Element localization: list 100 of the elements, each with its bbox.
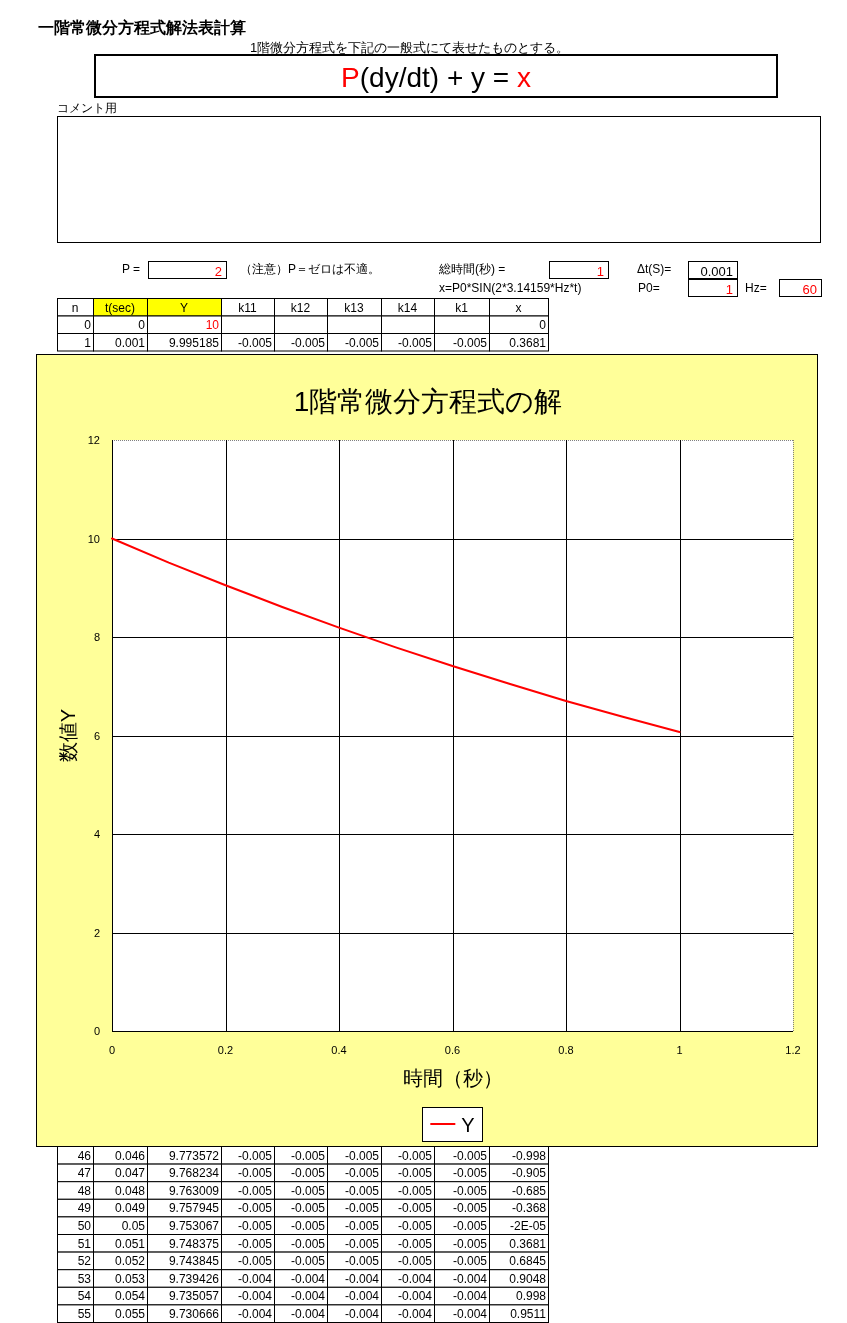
category-label: k1 [455, 300, 469, 315]
text: -0.004 [290, 1306, 326, 1321]
text: 9.753067 [168, 1218, 220, 1233]
text: 10 [205, 318, 220, 332]
text: -0.005 [397, 1254, 433, 1269]
text: -0.005 [397, 1201, 433, 1216]
text: 9.768234 [168, 1166, 220, 1181]
text: -0.005 [452, 1148, 488, 1163]
text: 49 [77, 1201, 92, 1216]
text: 1階微分方程式を下記の一般式にて表せたものとする。 [250, 39, 570, 55]
chart-title: 1階常微分方程式の解 [293, 385, 563, 417]
y-tick-label: 12 [87, 434, 100, 446]
text: 0.9511 [510, 1306, 547, 1321]
text: -0.004 [344, 1271, 380, 1286]
x-tick-label: 0.2 [217, 1044, 234, 1056]
text: 0.049 [114, 1201, 146, 1216]
text: 0.046 [114, 1148, 146, 1163]
text: -0.005 [290, 1166, 326, 1181]
legend-label: Y [461, 1114, 475, 1136]
y-tick-label: 8 [93, 631, 100, 643]
category-label: x [515, 300, 522, 315]
text: -0.005 [290, 1183, 326, 1198]
text: 1 [84, 335, 92, 350]
text: 9.735057 [168, 1289, 220, 1304]
text: 50 [77, 1218, 92, 1233]
text: P(dy/dt) + y = x [341, 61, 531, 93]
text: -0.005 [344, 335, 380, 350]
text: 51 [77, 1236, 92, 1251]
text: -0.004 [397, 1289, 433, 1304]
text: P0= [638, 281, 660, 295]
text: -0.005 [237, 1166, 273, 1181]
y-tick-label: 6 [93, 729, 100, 742]
text: 0.055 [114, 1306, 146, 1321]
text: 0.001 [700, 263, 733, 278]
text: -0.005 [344, 1236, 380, 1251]
text: -0.005 [452, 1218, 488, 1233]
text: -0.005 [237, 1254, 273, 1269]
text: 総時間(秒) = [438, 262, 506, 276]
category-label: n [71, 300, 79, 315]
text: -0.004 [237, 1289, 273, 1304]
text: 46 [77, 1148, 92, 1163]
y-tick-label: 10 [87, 532, 100, 545]
text: 9.763009 [168, 1183, 220, 1198]
x-tick-label: 0.8 [558, 1044, 574, 1056]
text: -0.004 [344, 1289, 380, 1304]
text: 9.739426 [168, 1271, 220, 1286]
text: -0.905 [511, 1166, 547, 1181]
text: 9.748375 [168, 1236, 220, 1251]
text: -0.005 [237, 1148, 273, 1163]
text: -0.004 [452, 1271, 488, 1286]
text: 0 [539, 318, 547, 332]
text: -0.004 [290, 1289, 326, 1304]
text: -0.998 [511, 1148, 547, 1163]
text: -0.005 [452, 1201, 488, 1216]
text: P = [122, 262, 141, 276]
text: -0.005 [397, 1148, 433, 1163]
text: -0.005 [344, 1166, 380, 1181]
text: 0.053 [114, 1271, 146, 1286]
text: 60 [802, 281, 817, 296]
text: -0.005 [344, 1148, 380, 1163]
text: 0.054 [114, 1289, 146, 1304]
text: 0.048 [114, 1183, 146, 1198]
text: -0.005 [397, 1183, 433, 1198]
text: -0.005 [290, 1148, 326, 1163]
line-series [111, 537, 681, 734]
text: 9.773572 [168, 1148, 220, 1163]
text: 0.047 [114, 1166, 146, 1181]
text: 0.05 [121, 1218, 146, 1233]
text: 0.3681 [509, 335, 547, 350]
text: -0.005 [452, 335, 488, 350]
x-tick-label: 1.2 [785, 1044, 801, 1056]
category-label: k14 [397, 300, 418, 315]
text: コメント用 [57, 101, 117, 115]
text: -0.005 [344, 1183, 380, 1198]
text: -0.005 [452, 1254, 488, 1269]
text: -0.005 [237, 1218, 273, 1233]
text: -0.004 [452, 1306, 488, 1321]
text: -0.005 [344, 1254, 380, 1269]
text: -0.005 [290, 1218, 326, 1233]
text: -0.004 [344, 1306, 380, 1321]
text: -0.005 [290, 335, 326, 350]
text: -0.004 [397, 1306, 433, 1321]
text: -2E-05 [509, 1218, 547, 1233]
x-tick-label: 0.6 [444, 1044, 461, 1056]
text: -0.005 [452, 1236, 488, 1251]
text: 0.051 [114, 1236, 146, 1251]
text: 9.730666 [168, 1306, 220, 1321]
text: -0.005 [237, 1201, 273, 1216]
text: -0.005 [397, 1236, 433, 1251]
text: 53 [77, 1271, 92, 1286]
text: 9.757945 [168, 1201, 220, 1216]
text: -0.368 [511, 1201, 547, 1216]
text: 9.995185 [168, 335, 220, 350]
text: 55 [77, 1306, 92, 1321]
text: x=P0*SIN(2*3.14159*Hz*t) [439, 281, 582, 295]
y-axis-title: 数値Y [57, 708, 79, 763]
text: -0.005 [397, 1218, 433, 1233]
x-axis-title: 時間（秒） [402, 1067, 503, 1089]
y-tick-label: 4 [93, 828, 100, 840]
text: （注意）P＝ゼロは不適。 [240, 262, 381, 276]
